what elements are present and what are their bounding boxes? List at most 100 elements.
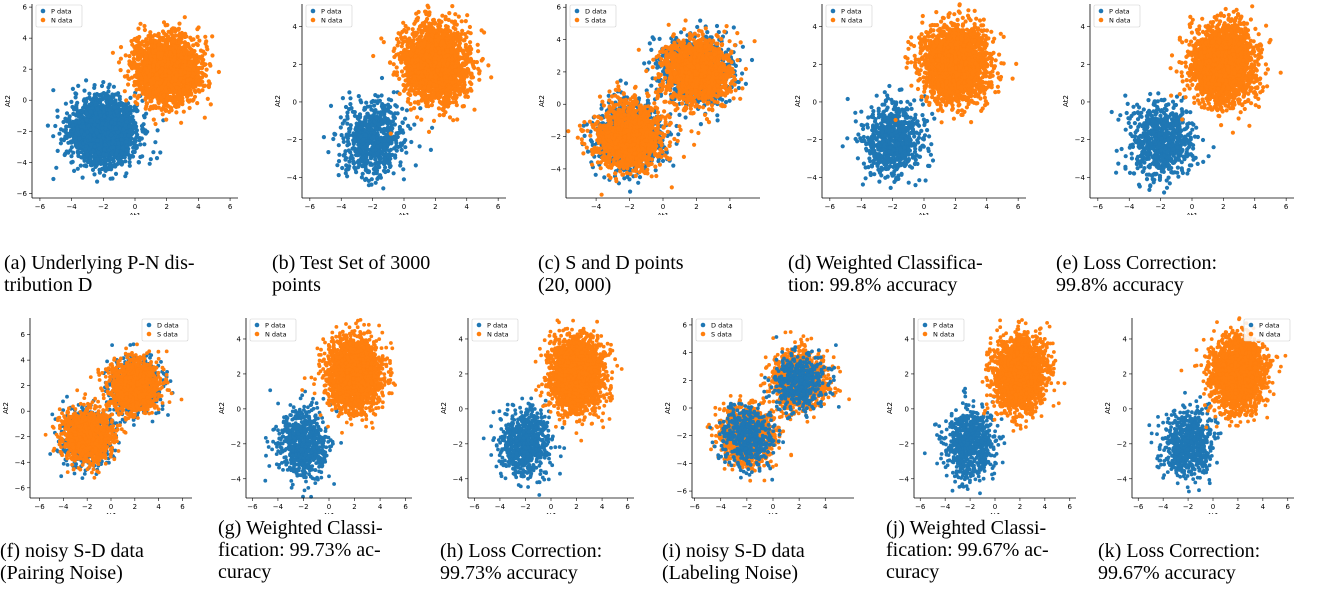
data-point	[191, 83, 196, 88]
data-point	[189, 92, 194, 97]
data-point	[176, 49, 181, 54]
data-point	[147, 39, 152, 44]
data-point	[192, 94, 198, 99]
data-point	[139, 48, 144, 54]
data-point	[116, 60, 122, 65]
data-point	[185, 44, 190, 49]
data-point	[77, 136, 82, 141]
data-point	[85, 130, 90, 135]
legend-label: N data	[51, 17, 73, 25]
data-point	[132, 93, 137, 98]
data-point	[135, 39, 140, 44]
data-point	[64, 124, 69, 129]
data-point	[151, 68, 156, 73]
data-point	[204, 44, 209, 50]
data-point	[103, 126, 108, 131]
data-point	[178, 69, 183, 74]
data-point	[163, 73, 168, 78]
data-point	[343, 171, 348, 176]
data-point	[115, 156, 120, 161]
data-point	[116, 141, 121, 146]
data-point	[208, 63, 213, 68]
data-point	[59, 137, 64, 142]
data-point	[210, 34, 215, 39]
data-point	[126, 101, 131, 106]
data-point	[98, 113, 103, 118]
data-point	[121, 127, 126, 132]
data-point	[142, 27, 147, 33]
data-point	[181, 87, 186, 92]
data-point	[76, 150, 81, 155]
data-point	[95, 107, 100, 112]
data-point	[77, 119, 82, 125]
data-point	[119, 133, 124, 138]
y-tick-label: 0	[23, 97, 27, 105]
data-point	[100, 126, 105, 131]
data-point	[119, 118, 124, 123]
data-point	[113, 92, 118, 97]
data-point	[210, 53, 215, 58]
data-point	[74, 142, 79, 147]
data-point	[159, 95, 164, 100]
data-point	[74, 103, 79, 108]
data-point	[111, 84, 116, 89]
data-point	[168, 95, 174, 100]
data-point	[87, 91, 92, 96]
data-point	[182, 59, 187, 64]
data-point	[156, 31, 161, 36]
data-point	[173, 78, 178, 83]
data-point	[92, 122, 98, 127]
data-point	[51, 176, 56, 182]
data-point	[140, 129, 145, 134]
data-point	[98, 97, 103, 102]
data-point	[112, 105, 117, 110]
data-point	[206, 84, 211, 90]
data-point	[132, 37, 137, 42]
data-point	[379, 110, 384, 115]
data-point	[149, 81, 154, 86]
data-point	[139, 80, 144, 86]
data-point	[73, 95, 78, 100]
data-point	[151, 117, 156, 122]
data-point	[155, 96, 160, 101]
data-point	[70, 86, 75, 91]
data-point	[147, 161, 152, 166]
data-point	[54, 165, 59, 170]
data-point	[110, 50, 115, 55]
data-point	[188, 77, 193, 82]
data-point	[156, 100, 161, 106]
data-point	[200, 88, 205, 93]
data-point	[116, 101, 121, 106]
data-point	[194, 41, 199, 47]
data-point	[171, 67, 176, 72]
data-point	[127, 163, 132, 168]
data-point	[165, 22, 170, 28]
y-axis-label: At2	[4, 95, 12, 107]
data-point	[113, 126, 118, 131]
data-point	[164, 117, 169, 122]
data-point	[162, 58, 167, 63]
data-point	[169, 83, 174, 89]
data-point	[139, 76, 144, 81]
data-point	[128, 115, 133, 121]
data-point	[148, 78, 153, 83]
data-point	[111, 136, 116, 141]
data-point	[143, 53, 149, 58]
data-point	[82, 88, 87, 93]
data-point	[172, 49, 177, 55]
data-point	[88, 128, 93, 133]
data-point	[202, 51, 208, 56]
data-point	[124, 143, 129, 148]
data-point	[173, 100, 178, 105]
data-point	[181, 47, 186, 52]
data-point	[76, 83, 81, 88]
data-point	[153, 38, 158, 44]
data-point	[147, 107, 152, 112]
data-point	[89, 118, 94, 123]
data-point	[359, 175, 364, 180]
data-point	[178, 99, 183, 104]
data-point	[186, 56, 191, 61]
data-point	[130, 154, 136, 159]
data-point	[152, 44, 157, 49]
data-point	[95, 138, 100, 143]
